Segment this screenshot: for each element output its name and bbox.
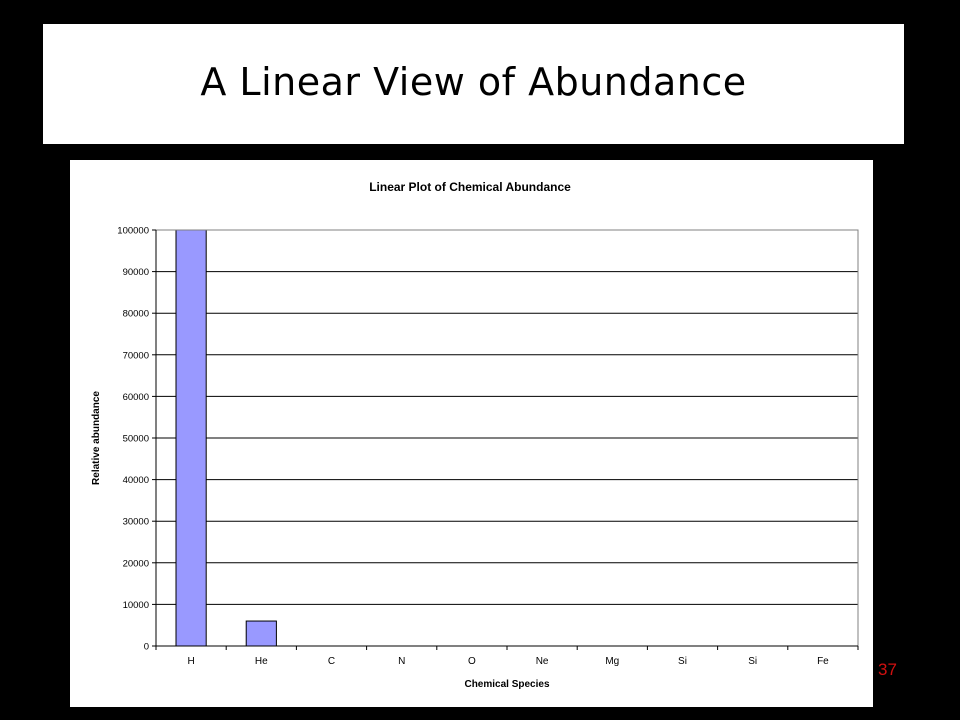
y-tick-label: 0 xyxy=(144,642,149,653)
slide-number: 37 xyxy=(878,660,897,679)
y-tick-label: 80000 xyxy=(123,309,149,320)
x-tick-label: Mg xyxy=(605,656,619,667)
x-axis-label: Chemical Species xyxy=(464,679,549,690)
y-tick-label: 60000 xyxy=(123,392,149,403)
x-tick-label: C xyxy=(328,656,335,667)
chart-panel: Linear Plot of Chemical Abundance 0 10000… xyxy=(70,160,873,707)
slide-title: A Linear View of Abundance xyxy=(200,60,747,104)
y-tick-label: 100000 xyxy=(117,226,149,237)
slide-title-box: A Linear View of Abundance xyxy=(43,24,904,144)
x-tick-label: H xyxy=(187,656,194,667)
bar-h xyxy=(175,229,207,647)
y-tick-label: 90000 xyxy=(123,267,149,278)
x-tick-label: O xyxy=(468,656,476,667)
y-tick-label: 40000 xyxy=(123,475,149,486)
y-tick-label: 30000 xyxy=(123,517,149,528)
x-tick-label: N xyxy=(398,656,405,667)
gridlines xyxy=(156,229,858,605)
x-tick-label: He xyxy=(255,656,268,667)
x-tick-label: Fe xyxy=(817,656,829,667)
bar-he xyxy=(245,620,277,647)
y-axis-label: Relative abundance xyxy=(91,391,102,485)
x-tick-label: Si xyxy=(748,656,757,667)
y-tick-label: 10000 xyxy=(123,600,149,611)
x-tick-label: Ne xyxy=(536,656,549,667)
x-tick-labels: H He C N O Ne Mg Si Si Fe xyxy=(155,646,859,667)
y-tick-labels: 0 10000 20000 30000 40000 50000 60000 70000 8000… xyxy=(117,226,156,653)
abundance-bar-chart: Linear Plot of Chemical Abundance 0 10000… xyxy=(91,180,859,690)
y-tick-label: 50000 xyxy=(123,434,149,445)
y-tick-label: 20000 xyxy=(123,558,149,569)
chart-title: Linear Plot of Chemical Abundance xyxy=(369,180,571,194)
y-tick-label: 70000 xyxy=(123,350,149,361)
x-tick-label: Si xyxy=(678,656,687,667)
